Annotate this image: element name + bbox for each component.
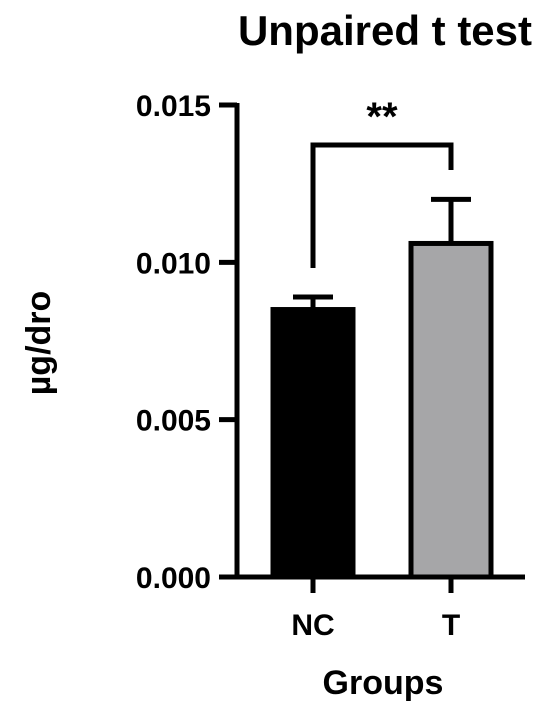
y-tick-label: 0.005 (136, 405, 211, 438)
y-tick-label: 0.010 (136, 247, 211, 280)
x-axis-title: Groups (323, 664, 444, 702)
y-tick-label: 0.000 (136, 562, 211, 595)
significance-label: ** (366, 95, 398, 139)
significance-bracket (310, 142, 454, 268)
x-tick-label: NC (291, 609, 334, 642)
x-tick-label: T (442, 609, 460, 642)
y-axis-title: µg/dro (20, 291, 58, 396)
chart-title: Unpaired t test (238, 7, 532, 54)
y-tick-label: 0.015 (136, 90, 211, 123)
bar-nc (270, 307, 356, 580)
bar-t (408, 240, 494, 580)
plot-area: 0.000 0.005 0.010 0.015 NC T ** (136, 90, 525, 642)
